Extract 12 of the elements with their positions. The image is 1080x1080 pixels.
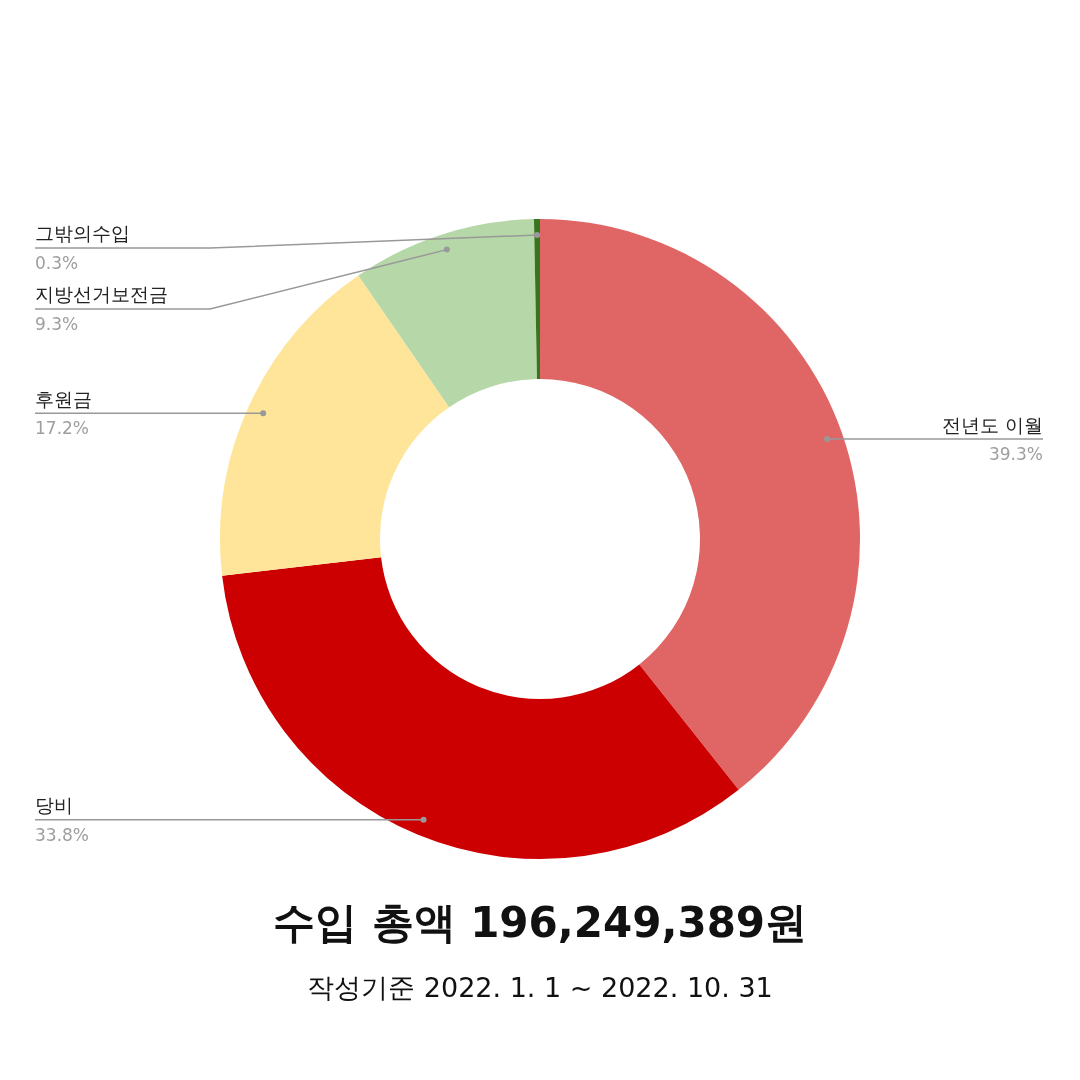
- text: 작성기준 2022. 1. 1 ~ 2022. 10. 31: [306, 972, 774, 1005]
- data-label: 17.2%: [35, 418, 90, 439]
- slice-label: 그밖의수입: [35, 222, 130, 245]
- data-label: 33.8%: [35, 824, 90, 845]
- data-label: 9.3%: [35, 313, 79, 334]
- slice-label: 전년도 이월: [941, 413, 1043, 436]
- slice-label: 지방선거보전금: [35, 283, 168, 306]
- slice-label: 후원금: [35, 387, 92, 410]
- data-label: 0.3%: [35, 252, 79, 273]
- slice-label: 당비: [35, 794, 73, 817]
- data-label: 39.3%: [988, 444, 1043, 464]
- text: 수입 총액 196,249,389원: [271, 898, 809, 949]
